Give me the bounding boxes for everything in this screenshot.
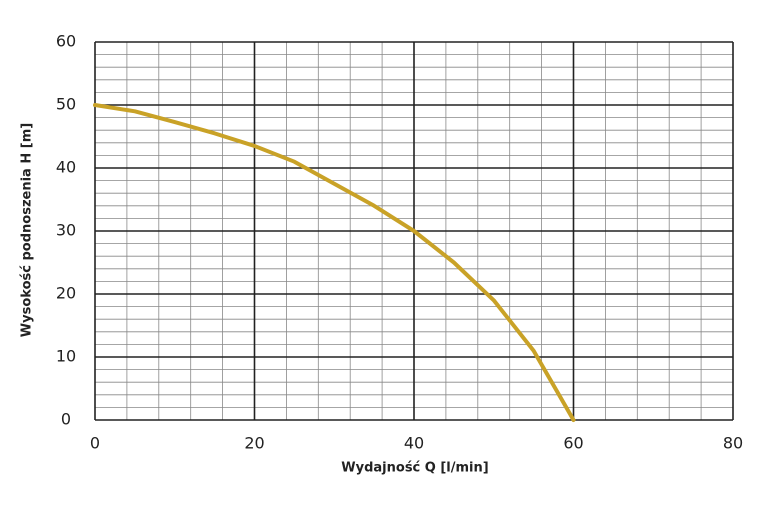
x-tick-label: 0 — [90, 434, 100, 453]
y-tick-label: 50 — [56, 95, 76, 114]
x-tick-label: 40 — [404, 434, 424, 453]
y-axis-label: Wysokość podnoszenia H [m] — [20, 123, 35, 337]
curve — [93, 103, 576, 422]
y-tick-label: 10 — [56, 347, 76, 366]
y-tick-label: 40 — [56, 158, 76, 177]
y-tick-label: 60 — [56, 32, 76, 51]
y-tick-label: 30 — [56, 221, 76, 240]
x-tick-label: 60 — [563, 434, 583, 453]
x-tick-label: 20 — [244, 434, 264, 453]
y-tick-label: 20 — [56, 284, 76, 303]
x-tick-label: 80 — [723, 434, 743, 453]
x-axis-label: Wydajność Q [l/min] — [341, 461, 488, 476]
y-tick-label: 0 — [61, 410, 71, 429]
